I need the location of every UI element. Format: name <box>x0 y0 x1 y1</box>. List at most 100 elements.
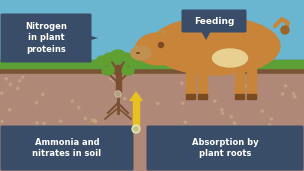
Circle shape <box>134 127 138 131</box>
Circle shape <box>12 137 15 140</box>
Circle shape <box>137 95 140 97</box>
Ellipse shape <box>164 30 172 36</box>
Circle shape <box>150 140 152 142</box>
Circle shape <box>116 92 120 96</box>
Circle shape <box>35 101 38 104</box>
Circle shape <box>6 158 9 160</box>
Bar <box>247 68 256 94</box>
Circle shape <box>93 137 96 140</box>
Ellipse shape <box>120 53 132 61</box>
Circle shape <box>84 117 87 120</box>
Circle shape <box>78 106 80 109</box>
Ellipse shape <box>102 67 114 75</box>
Text: Feeding: Feeding <box>194 16 234 25</box>
Circle shape <box>230 116 233 118</box>
Polygon shape <box>162 31 166 37</box>
Bar <box>0 74 304 171</box>
Circle shape <box>268 124 271 126</box>
Circle shape <box>115 91 121 97</box>
Text: Nitrogen
in plant
proteins: Nitrogen in plant proteins <box>25 22 67 54</box>
Circle shape <box>299 145 301 148</box>
Circle shape <box>275 145 277 147</box>
Circle shape <box>36 122 38 124</box>
Circle shape <box>165 151 168 153</box>
Circle shape <box>179 163 181 166</box>
Circle shape <box>43 122 45 125</box>
Circle shape <box>185 155 187 157</box>
Circle shape <box>60 120 62 122</box>
Circle shape <box>184 152 186 154</box>
Circle shape <box>123 97 126 100</box>
Circle shape <box>281 26 289 34</box>
Bar <box>235 68 244 94</box>
Bar <box>116 65 121 93</box>
Circle shape <box>158 128 160 130</box>
Circle shape <box>46 153 49 156</box>
Circle shape <box>291 144 294 147</box>
Circle shape <box>22 76 24 78</box>
Circle shape <box>88 134 90 136</box>
Circle shape <box>5 78 8 80</box>
Ellipse shape <box>131 46 151 60</box>
Circle shape <box>275 146 277 148</box>
Circle shape <box>95 157 98 160</box>
Circle shape <box>285 138 288 140</box>
Polygon shape <box>129 91 143 101</box>
Circle shape <box>181 82 183 84</box>
Circle shape <box>42 93 44 96</box>
Circle shape <box>113 79 115 82</box>
Circle shape <box>251 135 253 137</box>
Circle shape <box>132 125 140 133</box>
Circle shape <box>1 92 3 94</box>
Circle shape <box>184 121 187 123</box>
Circle shape <box>92 159 94 161</box>
Circle shape <box>85 164 88 167</box>
Circle shape <box>181 102 184 104</box>
FancyBboxPatch shape <box>147 126 303 170</box>
Ellipse shape <box>212 49 247 67</box>
Circle shape <box>126 147 128 150</box>
Circle shape <box>35 136 38 139</box>
Circle shape <box>94 119 96 122</box>
Circle shape <box>221 109 223 111</box>
Ellipse shape <box>111 50 125 60</box>
Ellipse shape <box>136 33 181 65</box>
Circle shape <box>294 96 296 98</box>
Circle shape <box>68 161 71 163</box>
Circle shape <box>203 97 206 99</box>
Circle shape <box>282 93 284 95</box>
Circle shape <box>68 128 71 130</box>
Ellipse shape <box>122 67 134 75</box>
Circle shape <box>15 142 17 144</box>
Circle shape <box>87 153 89 155</box>
FancyBboxPatch shape <box>181 10 247 32</box>
Circle shape <box>26 150 28 152</box>
Circle shape <box>252 148 254 150</box>
Bar <box>198 94 207 99</box>
Text: Absorption by
plant roots: Absorption by plant roots <box>192 138 258 158</box>
Ellipse shape <box>150 17 280 75</box>
Polygon shape <box>201 31 211 40</box>
Bar <box>0 0 304 63</box>
Polygon shape <box>90 36 98 40</box>
Bar <box>235 94 244 99</box>
Circle shape <box>244 84 247 87</box>
Circle shape <box>9 83 12 86</box>
Circle shape <box>191 87 194 89</box>
Circle shape <box>233 161 236 163</box>
Circle shape <box>207 127 209 129</box>
Circle shape <box>117 143 119 145</box>
Ellipse shape <box>126 56 140 66</box>
Circle shape <box>247 88 250 90</box>
Ellipse shape <box>96 56 110 66</box>
Bar <box>133 101 139 127</box>
Bar <box>0 60 304 68</box>
Circle shape <box>71 100 74 102</box>
Polygon shape <box>163 33 183 44</box>
Circle shape <box>99 162 102 164</box>
Bar <box>186 94 195 99</box>
Circle shape <box>108 157 110 159</box>
Circle shape <box>8 109 11 111</box>
Circle shape <box>292 93 295 95</box>
Circle shape <box>16 87 19 90</box>
